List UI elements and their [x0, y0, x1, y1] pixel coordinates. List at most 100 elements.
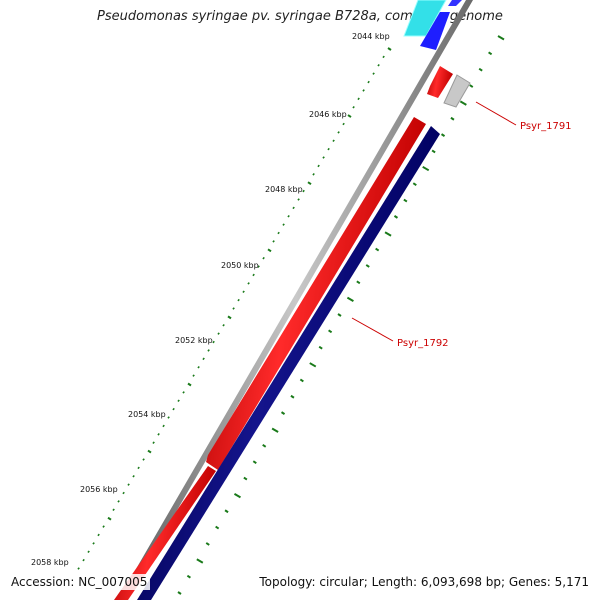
- inner-minor-tick: [365, 264, 370, 268]
- ruler-dot: [112, 508, 115, 512]
- ruler-dot: [277, 231, 280, 235]
- ruler-dot: [77, 567, 80, 570]
- ruler-inner-ticks: [177, 35, 505, 595]
- inner-minor-tick: [440, 133, 446, 137]
- ruler-dot: [192, 374, 195, 377]
- inner-minor-tick: [252, 460, 257, 465]
- inner-minor-tick: [450, 116, 455, 121]
- inner-minor-tick: [356, 280, 361, 285]
- ruler-dot: [312, 173, 315, 176]
- ruler-dot: [247, 282, 250, 285]
- ruler-major-tick: [387, 47, 392, 51]
- kbp-label-2058: 2058 kbp: [31, 558, 69, 567]
- ruler-dot: [127, 483, 130, 486]
- ruler-dot: [207, 349, 210, 352]
- ruler-dot: [137, 466, 140, 470]
- ruler-dot: [357, 97, 360, 101]
- ruler-dot: [197, 365, 200, 369]
- inner-major-tick: [459, 100, 467, 106]
- inner-minor-tick: [488, 51, 493, 56]
- ruler-dot: [342, 122, 345, 126]
- ruler-dot: [122, 491, 125, 495]
- ruler-dot: [117, 500, 120, 503]
- ruler-dot: [322, 156, 325, 159]
- ruler-dot: [232, 307, 235, 310]
- ruler-dot: [352, 105, 355, 109]
- psyr-1792-reverse-gene: [137, 126, 440, 600]
- inner-major-tick: [346, 296, 354, 303]
- gene-label-psyr-1792[interactable]: Psyr_1792: [397, 338, 449, 349]
- ruler-dot: [97, 533, 100, 537]
- ruler-dot: [282, 223, 285, 226]
- kbp-label-2046: 2046 kbp: [309, 110, 347, 119]
- ruler-labels: 2044 kbp 2046 kbp 2048 kbp 2050 kbp 2052…: [31, 32, 390, 567]
- ruler-dot: [162, 424, 165, 428]
- inner-minor-tick: [186, 574, 191, 579]
- inner-minor-tick: [393, 215, 399, 219]
- inner-minor-tick: [299, 378, 304, 383]
- inner-major-tick: [271, 427, 279, 433]
- ruler-major-tick: [347, 114, 352, 118]
- inner-major-tick: [196, 558, 204, 564]
- ruler-dot: [252, 273, 255, 277]
- inner-minor-tick: [328, 329, 333, 334]
- kbp-label-2052: 2052 kbp: [175, 336, 213, 345]
- ruler-dot: [177, 399, 180, 403]
- ruler-dot: [222, 324, 225, 327]
- ruler-dot: [287, 214, 290, 218]
- ruler-dot: [317, 164, 320, 168]
- ruler-dot: [202, 357, 205, 361]
- ruler-dot: [302, 189, 305, 193]
- psyr-1792-forward-gene-lower: [114, 466, 216, 600]
- map-title: Pseudomonas syringae pv. syringae B728a,…: [97, 9, 503, 24]
- ruler-dot: [337, 131, 340, 134]
- ruler-dot: [152, 441, 155, 444]
- inner-minor-tick: [478, 67, 483, 72]
- ruler-dot: [332, 139, 335, 143]
- inner-minor-tick: [412, 182, 417, 187]
- ruler-dot: [292, 206, 295, 210]
- inner-minor-tick: [215, 525, 220, 530]
- kbp-label-2056: 2056 kbp: [80, 485, 118, 494]
- ruler-dot: [327, 147, 330, 151]
- inner-minor-tick: [469, 84, 474, 88]
- ruler-major-tick: [107, 516, 112, 521]
- ruler-major-tick: [147, 449, 152, 454]
- inner-major-tick: [309, 362, 317, 368]
- ruler-dots: [77, 47, 392, 570]
- ruler-dot: [172, 407, 175, 411]
- gene-label-psyr-1791[interactable]: Psyr_1791: [520, 121, 572, 132]
- blue-gene-feature-top: [448, 0, 462, 6]
- ruler-dot: [92, 542, 95, 545]
- ruler-dot: [142, 458, 145, 461]
- inner-major-tick: [422, 165, 430, 172]
- ruler-major-tick: [267, 248, 272, 253]
- psyr-1792-leader: [351, 317, 394, 342]
- ruler-dot: [237, 298, 240, 302]
- kbp-label-2050: 2050 kbp: [221, 261, 259, 270]
- inner-major-tick: [384, 231, 392, 237]
- ruler-dot: [87, 550, 90, 553]
- inner-minor-tick: [290, 394, 295, 399]
- ruler-dot: [132, 474, 135, 478]
- ruler-dot: [217, 332, 220, 335]
- ruler-dot: [167, 416, 170, 419]
- inner-minor-tick: [262, 443, 267, 448]
- ruler-major-tick: [307, 181, 312, 186]
- ruler-dot: [257, 265, 260, 268]
- ruler-dot: [367, 80, 370, 84]
- ruler-dot: [157, 433, 160, 436]
- inner-minor-tick: [337, 313, 342, 317]
- inner-minor-tick: [280, 411, 286, 415]
- inner-minor-tick: [403, 198, 408, 203]
- ruler-dot: [182, 391, 185, 394]
- psyr-1791-forward-gene: [427, 66, 453, 98]
- kbp-label-2044: 2044 kbp: [352, 32, 390, 41]
- inner-minor-tick: [243, 476, 248, 481]
- ruler-dot: [297, 198, 300, 201]
- inner-minor-tick: [224, 509, 229, 514]
- ruler-dot: [377, 64, 380, 67]
- inner-minor-tick: [431, 149, 436, 154]
- psyr-1791-gray-gene: [443, 74, 471, 108]
- genome-backbone: [118, 0, 473, 600]
